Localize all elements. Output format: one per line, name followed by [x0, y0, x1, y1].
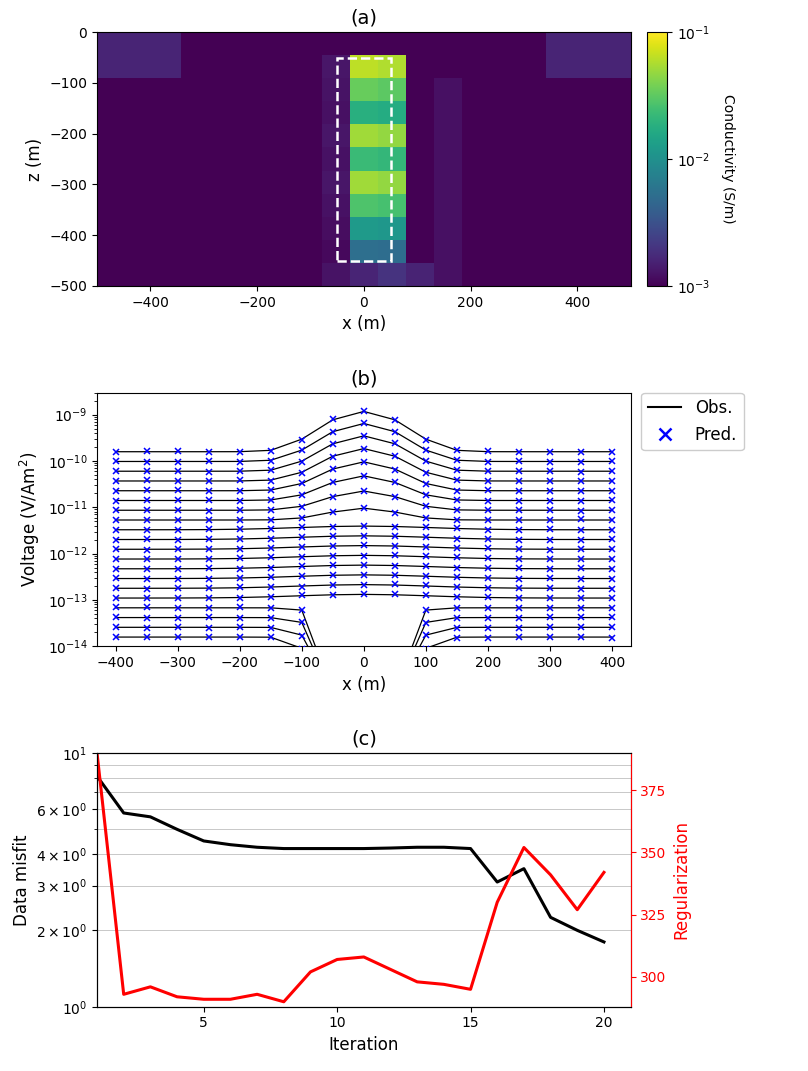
Title: (b): (b) [350, 369, 377, 388]
Y-axis label: z (m): z (m) [26, 137, 44, 181]
X-axis label: x (m): x (m) [342, 315, 385, 333]
Y-axis label: Data misfit: Data misfit [13, 834, 31, 925]
Title: (a): (a) [350, 9, 377, 28]
Bar [337, 58, 390, 260]
Y-axis label: Conductivity (S/m): Conductivity (S/m) [721, 94, 734, 224]
Y-axis label: Regularization: Regularization [671, 820, 690, 939]
X-axis label: Iteration: Iteration [328, 1036, 399, 1054]
Legend: Obs., Pred.: Obs., Pred. [641, 393, 743, 450]
Y-axis label: Voltage (V/Am$^{2}$): Voltage (V/Am$^{2}$) [18, 452, 42, 587]
Title: (c): (c) [351, 729, 377, 749]
X-axis label: x (m): x (m) [342, 676, 385, 694]
